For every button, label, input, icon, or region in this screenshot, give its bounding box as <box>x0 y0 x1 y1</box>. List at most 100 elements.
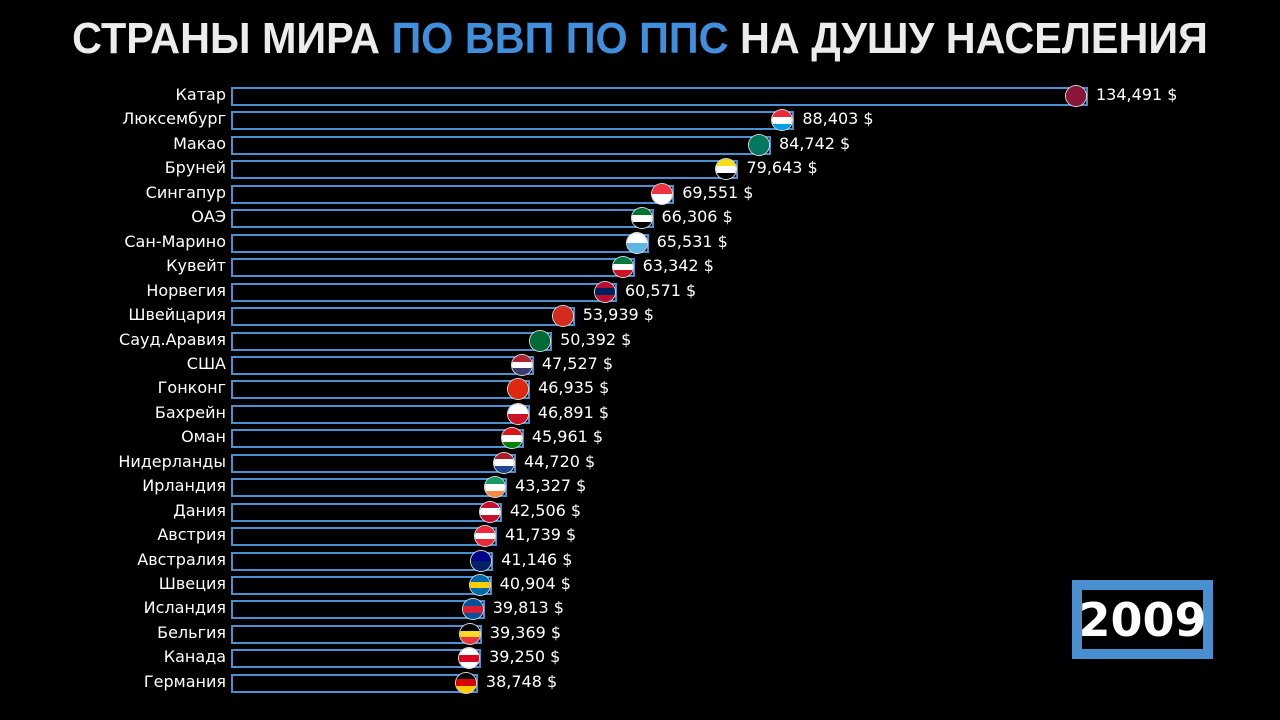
category-label: Кувейт <box>166 256 226 276</box>
category-label: ОАЭ <box>191 207 226 227</box>
bar <box>231 233 649 253</box>
bar <box>231 282 617 302</box>
value-label: 43,327 $ <box>515 476 587 496</box>
value-label: 46,935 $ <box>538 378 610 398</box>
value-label: 65,531 $ <box>656 231 728 251</box>
flag-icon <box>530 330 551 351</box>
flag-icon <box>485 477 506 498</box>
category-label: Австрия <box>157 525 226 545</box>
flag-icon <box>462 599 483 620</box>
category-label: Ирландия <box>142 476 226 496</box>
value-label: 44,720 $ <box>523 451 596 471</box>
value-label: 46,891 $ <box>537 402 610 422</box>
category-label: Швейцария <box>128 305 226 325</box>
category-label: Оман <box>181 427 226 447</box>
flag-icon <box>652 183 673 204</box>
value-label: 60,571 $ <box>624 280 697 300</box>
flag-icon <box>1066 86 1086 106</box>
category-label: Бельгия <box>157 622 226 642</box>
value-label: 39,369 $ <box>489 622 562 642</box>
bar <box>231 453 516 473</box>
flag-icon <box>716 159 737 180</box>
category-label: Катар <box>175 85 226 104</box>
category-label: Сан-Марино <box>124 231 226 251</box>
flag-icon <box>594 281 615 302</box>
bar <box>231 135 771 155</box>
flag-icon <box>469 575 490 595</box>
bar <box>231 87 1088 106</box>
flag-icon <box>501 428 522 449</box>
value-label: 134,491 $ <box>1096 85 1178 104</box>
category-label: Сауд.Аравия <box>119 329 226 349</box>
flag-icon <box>455 672 476 693</box>
category-label: Сингапур <box>145 182 226 202</box>
category-label: Австралия <box>137 549 226 569</box>
flag-icon <box>626 232 647 253</box>
value-label: 41,146 $ <box>501 549 573 569</box>
flag-icon <box>459 623 480 644</box>
category-label: Германия <box>143 671 226 691</box>
category-label: Гонконг <box>157 378 226 398</box>
category-label: Дания <box>173 500 226 520</box>
bar <box>231 184 675 204</box>
bar <box>231 429 524 449</box>
value-label: 53,939 $ <box>582 305 654 325</box>
bar <box>231 307 575 327</box>
value-label: 47,527 $ <box>541 353 614 373</box>
category-label: Макао <box>173 133 226 153</box>
flag-icon <box>772 110 793 131</box>
category-label: Норвегия <box>146 280 226 300</box>
chart-title: СТРАНЫ МИРА ПО ВВП ПО ППС НА ДУШУ НАСЕЛЕ… <box>72 14 1208 63</box>
category-label: Бахрейн <box>154 402 226 422</box>
bar <box>231 600 485 620</box>
bar <box>231 160 739 180</box>
flag-icon <box>508 379 529 400</box>
bar <box>231 649 482 669</box>
category-label: Швеция <box>158 574 226 593</box>
value-label: 40,904 $ <box>499 574 571 593</box>
category-label: Канада <box>163 647 226 667</box>
bar <box>231 527 497 547</box>
bar <box>231 258 635 278</box>
flag-icon <box>511 354 532 375</box>
flag-icon <box>459 648 480 669</box>
value-label: 38,748 $ <box>485 671 558 691</box>
category-label: Исландия <box>143 598 226 618</box>
year-label: 2009 <box>1072 580 1213 659</box>
value-label: 45,961 $ <box>531 427 604 447</box>
flag-icon <box>474 526 495 547</box>
value-label: 41,739 $ <box>504 525 577 545</box>
flag-icon <box>612 257 633 278</box>
value-label: 39,250 $ <box>489 647 561 667</box>
value-label: 50,392 $ <box>560 329 632 349</box>
value-label: 79,643 $ <box>746 158 818 178</box>
bar <box>231 331 553 351</box>
value-label: 42,506 $ <box>509 500 582 520</box>
flag-icon <box>748 134 769 155</box>
bar <box>231 111 795 131</box>
flag-icon <box>479 501 500 522</box>
category-label: США <box>186 353 226 373</box>
flag-icon <box>471 550 492 571</box>
bar <box>231 551 494 571</box>
value-label: 39,813 $ <box>492 598 564 618</box>
bar <box>231 380 531 400</box>
category-label: Нидерланды <box>118 451 226 471</box>
bar <box>231 355 534 375</box>
value-label: 69,551 $ <box>682 182 754 202</box>
bar <box>231 576 492 595</box>
flag-icon <box>507 403 528 424</box>
bar <box>231 624 482 644</box>
flag-icon <box>493 452 514 473</box>
bar <box>231 673 478 693</box>
flag-icon <box>552 306 573 327</box>
category-label: Люксембург <box>122 109 226 129</box>
value-label: 63,342 $ <box>642 256 714 276</box>
value-label: 66,306 $ <box>661 207 733 227</box>
bar <box>231 209 654 229</box>
bar <box>231 502 502 522</box>
value-label: 84,742 $ <box>778 133 851 153</box>
bar <box>231 478 508 498</box>
bar <box>231 404 530 424</box>
